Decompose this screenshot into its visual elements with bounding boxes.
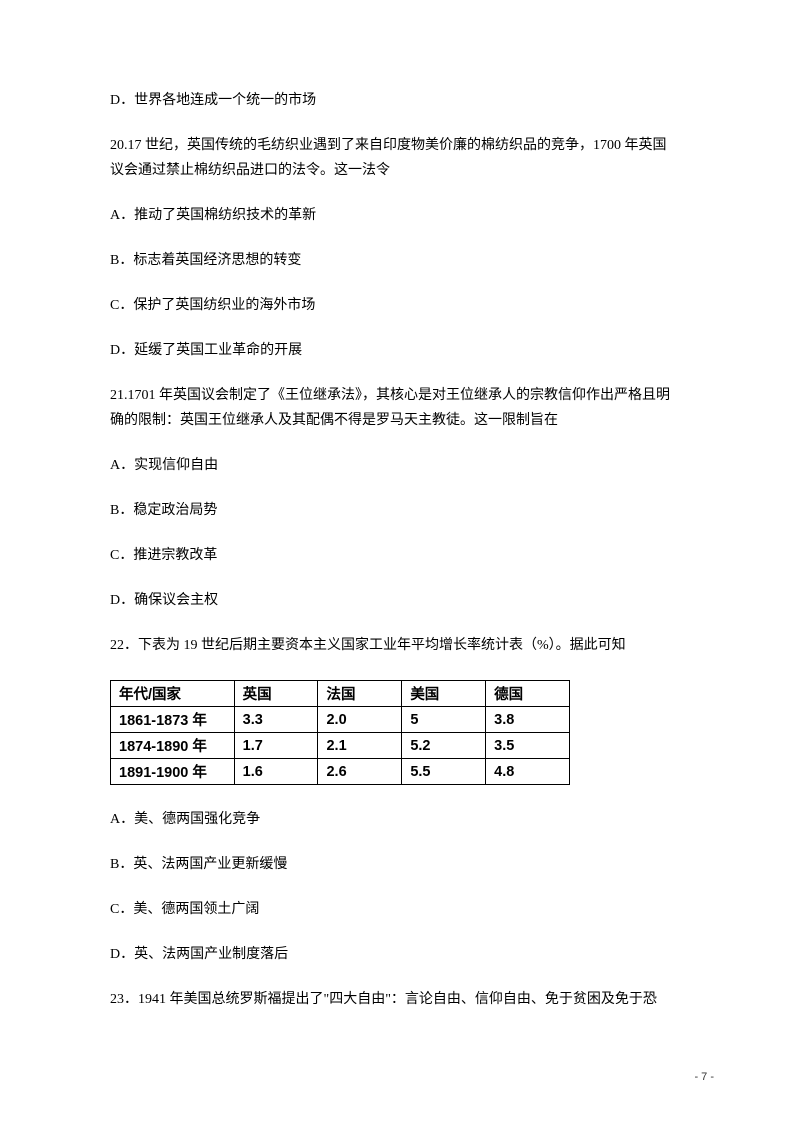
q21-option-b: B．稳定政治局势 [110, 500, 684, 521]
q20-option-b: B．标志着英国经济思想的转变 [110, 250, 684, 271]
table-cell: 5.2 [402, 733, 486, 759]
q20-option-d: D．延缓了英国工业革命的开展 [110, 340, 684, 361]
table-cell: 1874-1890 年 [111, 733, 235, 759]
q21-option-d: D．确保议会主权 [110, 590, 684, 611]
table-cell: 5.5 [402, 759, 486, 785]
q21-option-c: C．推进宗教改革 [110, 545, 684, 566]
q21-option-a: A．实现信仰自由 [110, 455, 684, 476]
table-cell: 2.1 [318, 733, 402, 759]
table-header-cell: 英国 [234, 681, 318, 707]
q21-stem-line2: 确的限制：英国王位继承人及其配偶不得是罗马天主教徒。这一限制旨在 [110, 410, 684, 431]
table-cell: 1891-1900 年 [111, 759, 235, 785]
table-header-cell: 年代/国家 [111, 681, 235, 707]
table-cell: 3.3 [234, 707, 318, 733]
q20-stem-line1: 20.17 世纪，英国传统的毛纺织业遇到了来自印度物美价廉的棉纺织品的竞争，17… [110, 135, 684, 156]
table-cell: 1.6 [234, 759, 318, 785]
q20-option-c: C．保护了英国纺织业的海外市场 [110, 295, 684, 316]
table-cell: 1861-1873 年 [111, 707, 235, 733]
table-cell: 3.8 [486, 707, 570, 733]
q22-table: 年代/国家英国法国美国德国 1861-1873 年3.32.053.8 1874-1… [110, 680, 684, 785]
table-cell: 2.6 [318, 759, 402, 785]
q22-option-b: B．英、法两国产业更新缓慢 [110, 854, 684, 875]
q20-option-a: A．推动了英国棉纺织技术的革新 [110, 205, 684, 226]
table-header-cell: 美国 [402, 681, 486, 707]
table-cell: 2.0 [318, 707, 402, 733]
q20-stem-line2: 议会通过禁止棉纺织品进口的法令。这一法令 [110, 160, 684, 181]
table-cell: 4.8 [486, 759, 570, 785]
page-number: - 7 - [694, 1071, 714, 1083]
q22-option-a: A．美、德两国强化竞争 [110, 809, 684, 830]
q21-stem-line1: 21.1701 年英国议会制定了《王位继承法》，其核心是对王位继承人的宗教信仰作… [110, 385, 684, 406]
q22-option-c: C．美、德两国领土广阔 [110, 899, 684, 920]
q22-option-d: D．英、法两国产业制度落后 [110, 944, 684, 965]
q22-stem: 22．下表为 19 世纪后期主要资本主义国家工业年平均增长率统计表（%）。据此可… [110, 635, 684, 656]
q19-option-d: D．世界各地连成一个统一的市场 [110, 90, 684, 111]
table-cell: 3.5 [486, 733, 570, 759]
table-cell: 5 [402, 707, 486, 733]
q23-stem: 23．1941 年美国总统罗斯福提出了"四大自由"：言论自由、信仰自由、免于贫困… [110, 989, 684, 1010]
table-header-cell: 法国 [318, 681, 402, 707]
table-header-cell: 德国 [486, 681, 570, 707]
table-cell: 1.7 [234, 733, 318, 759]
